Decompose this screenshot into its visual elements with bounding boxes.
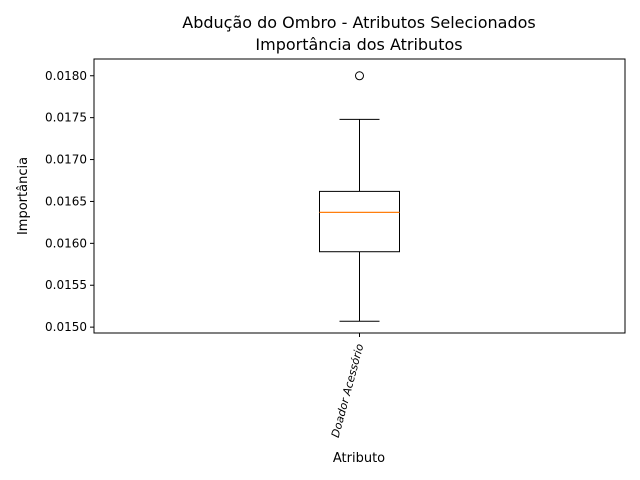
y-axis-ticks: 0.0150 0.0155 0.0160 0.0165 0.0170 0.0175 0.01… — [45, 69, 94, 334]
y-tick-label: 0.0160 — [45, 236, 87, 250]
y-tick-label: 0.0180 — [45, 69, 87, 83]
chart-subtitle: Importância dos Atributos — [255, 35, 462, 54]
chart-title: Abdução do Ombro - Atributos Selecionado… — [182, 13, 536, 32]
y-tick-label: 0.0155 — [45, 278, 87, 292]
y-tick-label: 0.0175 — [45, 111, 87, 125]
y-tick-label: 0.0150 — [45, 320, 87, 334]
y-tick-label: 0.0170 — [45, 153, 87, 167]
y-axis-label: Importância — [16, 157, 31, 235]
outlier-point — [355, 71, 364, 81]
x-tick-label: Doador Acessório — [329, 342, 367, 439]
x-axis-ticks: Doador Acessório — [329, 333, 367, 439]
interquartile-box — [319, 190, 400, 253]
box-series — [319, 71, 400, 322]
y-tick-label: 0.0165 — [45, 194, 87, 208]
x-axis-label: Atributo — [333, 451, 385, 466]
